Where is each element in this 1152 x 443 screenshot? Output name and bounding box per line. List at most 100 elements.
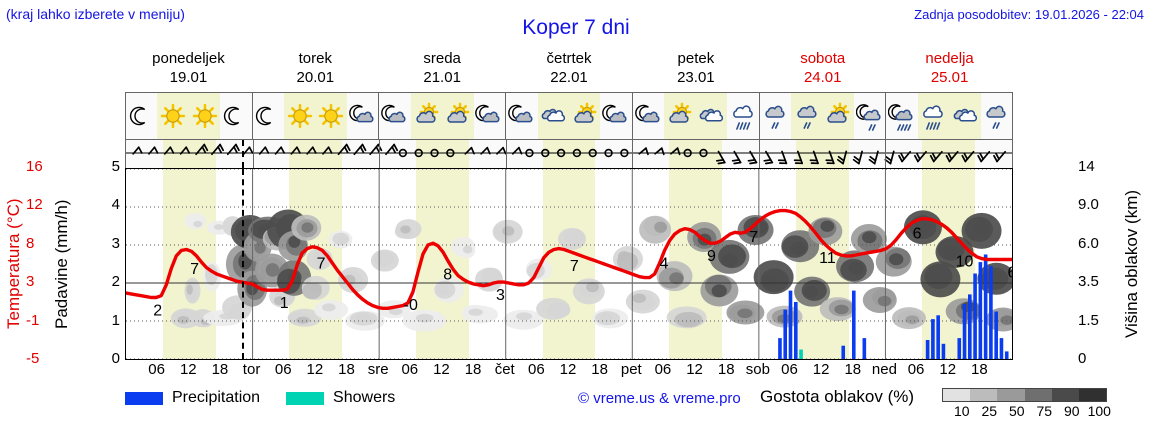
precipitation-bar (936, 315, 940, 359)
x-tick-12: 12 (306, 361, 324, 378)
temperature-value-label: 8 (443, 266, 452, 283)
precipitation-bar (931, 319, 935, 359)
x-tick-06: 06 (401, 361, 419, 378)
day-date: 21.01 (423, 69, 461, 86)
plot-canvas: 2 7 1 7 -0 8 3 7 4 9 7 11 6 10 6 (126, 169, 1012, 359)
meteogram-plot: 2 7 1 7 -0 8 3 7 4 9 7 11 6 10 6 (125, 168, 1013, 360)
precipitation-tick: 3 (111, 234, 120, 252)
temperature-value-label: 7 (190, 261, 199, 278)
temperature-value-label: 7 (749, 229, 758, 246)
temperature-tick: 16 (26, 158, 43, 175)
temperature-value-labels: 2 7 1 7 -0 8 3 7 4 9 7 11 6 10 6 (153, 226, 1012, 320)
day-name: sobota (800, 50, 846, 67)
icon-day-group-6 (886, 93, 1012, 139)
icon-day-group-2 (379, 93, 507, 139)
day-name: petek (677, 50, 715, 67)
cloud-density-step-1 (970, 389, 998, 401)
day-separator (632, 140, 634, 168)
precipitation-bar (962, 303, 967, 359)
precipitation-swatch (125, 391, 163, 405)
moon-icon (220, 93, 251, 139)
day-date: 22.01 (550, 69, 588, 86)
sun-cloud-icon (569, 93, 601, 139)
x-axis-tick-labels: 06 12 18 tor 06 12 18 sre 06 12 18 čet 06 12 18 pet 06 12… (125, 361, 1013, 381)
cloud-density-step-2 (997, 389, 1025, 401)
precipitation-bar (778, 338, 782, 359)
day-header-2: sreda 21.01 (379, 46, 506, 90)
precipitation-bar (941, 343, 946, 359)
day-date: 19.01 (169, 69, 208, 86)
daylight-shading (795, 140, 849, 168)
day-header-0: ponedeljek 19.01 (125, 46, 252, 90)
precipitation-tick: 0 (111, 350, 120, 367)
page-title: Koper 7 dni (522, 16, 630, 39)
x-tick-pet: pet (620, 361, 642, 378)
x-tick-06: 06 (654, 361, 672, 378)
cloud-height-tick: 1.5 (1078, 311, 1099, 329)
gridlines (126, 169, 1012, 359)
daylight-shading (289, 140, 343, 168)
cloud-density-tick: 75 (1036, 403, 1053, 419)
x-tick-12: 12 (812, 361, 830, 378)
precipitation-bar (841, 345, 846, 359)
temperature-tick: 3 (26, 273, 35, 291)
x-tick-18: 18 (591, 361, 608, 378)
precipitation-bar (983, 254, 988, 359)
day-name: nedelja (925, 50, 974, 67)
cloud-icon (537, 93, 570, 139)
day-header-1: torek 20.01 (252, 46, 379, 90)
x-tick-18: 18 (338, 361, 355, 378)
cloud-height-tick: 9.0 (1078, 196, 1099, 214)
precipitation-bar (999, 338, 1004, 359)
x-tick-18: 18 (464, 361, 482, 378)
day-header-6: nedelja 25.01 (886, 46, 1013, 90)
temperature-value-label: 10 (956, 254, 974, 271)
cloud-density-colorbar-labels: 10 25 50 75 90 100 (938, 403, 1113, 421)
precipitation-bar (989, 265, 993, 359)
x-tick-18: 18 (211, 361, 229, 378)
sun-cloud-icon (822, 93, 854, 139)
x-tick-čet: čet (494, 361, 515, 378)
precipitation-bar (968, 294, 972, 359)
x-tick-12: 12 (559, 361, 577, 378)
x-tick-18: 18 (717, 361, 735, 378)
moon-cloud-icon (347, 93, 378, 139)
x-tick-06: 06 (781, 361, 798, 378)
x-tick-06: 06 (528, 361, 545, 378)
legend-item-showers: Showers (286, 389, 395, 407)
precipitation-bar (973, 273, 977, 359)
cloud-height-tick: 6.0 (1078, 234, 1099, 252)
cloud-height-axis-title: Višina oblakov (km) (1122, 189, 1141, 339)
x-tick-12: 12 (179, 361, 197, 378)
x-tick-ned: ned (871, 361, 897, 378)
x-tick-sob: sob (745, 361, 770, 378)
day-separator (252, 140, 254, 168)
precipitation-legend: Precipitation Showers (125, 386, 421, 410)
precipitation-tick: 5 (111, 158, 120, 175)
moon-cloud-icon (600, 93, 631, 139)
precipitation-tick: 1 (111, 311, 120, 329)
sun-cloud-icon (442, 93, 474, 139)
cloud-height-tick: 14 (1078, 158, 1095, 175)
cloud-density-tick: 50 (1008, 403, 1025, 419)
day-name: sreda (423, 50, 461, 67)
day-separator (505, 140, 507, 168)
precipitation-bar (851, 290, 856, 359)
x-tick-18: 18 (844, 361, 862, 378)
precipitation-bar (862, 338, 867, 359)
cloud-density-colorbar (942, 388, 1107, 402)
cloud-rain-icon (727, 93, 758, 139)
temperature-value-label: 1 (280, 295, 289, 312)
wind-barbs (126, 143, 1012, 165)
cloud-density-step-4 (1051, 389, 1079, 401)
precipitation-bar (788, 290, 793, 359)
precipitation-bar (978, 262, 983, 359)
precipitation-bar (925, 340, 930, 359)
day-header-band: ponedeljek 19.01 torek 20.01 sreda 21.01 četrt… (125, 46, 1013, 90)
day-separator (885, 140, 887, 168)
icon-day-group-1 (253, 93, 380, 139)
day-date: 23.01 (677, 69, 715, 86)
cloud-height-tick: 3.5 (1078, 273, 1099, 291)
copyright-label: © vreme.us & vreme.pro (578, 390, 741, 407)
legend-item-precipitation: Precipitation (125, 389, 260, 407)
